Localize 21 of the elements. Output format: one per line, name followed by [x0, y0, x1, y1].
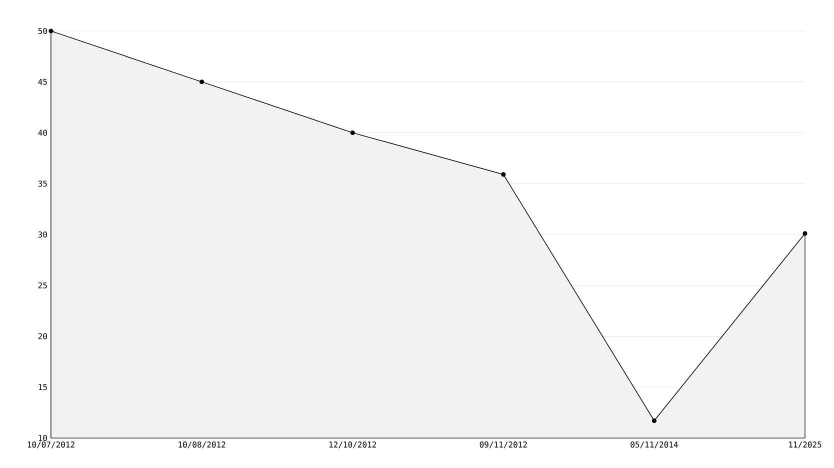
point — [200, 80, 204, 84]
y-tick-label: 45 — [38, 78, 47, 85]
x-tick-label: 12/10/2012 — [329, 442, 376, 448]
y-tick-label: 25 — [38, 282, 47, 288]
point — [501, 172, 506, 177]
y-tick-label: 30 — [38, 231, 47, 238]
x-tick-label: 09/11/2012 — [480, 442, 527, 448]
y-tick-label: 20 — [38, 333, 47, 340]
point — [652, 418, 657, 423]
point — [48, 28, 54, 34]
x-tick-label: 10/08/2012 — [178, 442, 226, 448]
point — [350, 130, 355, 136]
y-tick-label: 50 — [38, 28, 47, 34]
x-tick-label: 05/11/2014 — [630, 442, 678, 448]
x-tick-label: 11/2025 — [789, 442, 822, 448]
x-tick-label: 10/07/2012 — [28, 442, 74, 448]
point — [802, 231, 808, 236]
y-tick-label: 15 — [38, 384, 47, 390]
y-tick-label: 35 — [38, 180, 47, 187]
y-tick-label: 10 — [38, 434, 47, 442]
y-tick-label: 40 — [38, 130, 47, 136]
